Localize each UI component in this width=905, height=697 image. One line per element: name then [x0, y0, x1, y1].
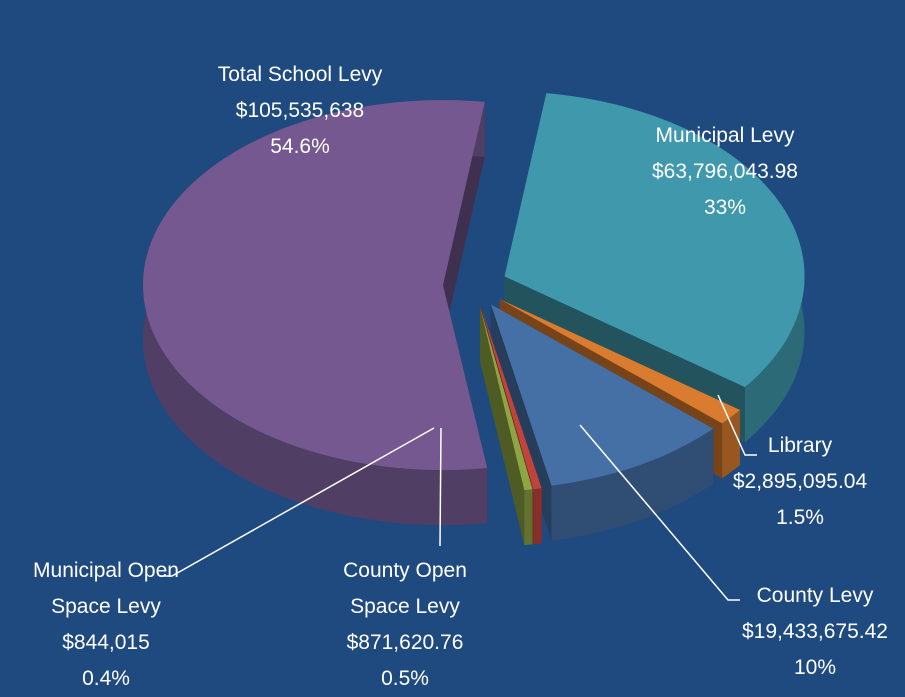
category-label: County Open Space Levy [343, 559, 467, 618]
slice-side [524, 489, 533, 546]
slice-side [480, 307, 525, 546]
slice-side [722, 410, 740, 479]
category-label: Library [767, 434, 833, 457]
slice-label: Total School Levy $105,535,638 54.6% [212, 57, 388, 165]
slice-side [533, 488, 542, 545]
value-label: $2,895,095.04 [732, 470, 868, 493]
value-label: $105,535,638 [235, 99, 365, 122]
percent-label: 1.5% [776, 506, 824, 529]
slice [499, 299, 740, 424]
slice [481, 307, 542, 490]
percent-label: 0.4% [82, 667, 130, 690]
percent-label: 0.5% [381, 667, 429, 690]
value-label: $63,796,043.98 [652, 160, 798, 183]
percent-label: 10% [793, 656, 837, 679]
category-label: County Levy [756, 584, 874, 607]
slice-label: County Levy $19,433,675.42 10% [712, 578, 905, 686]
leader-line [160, 427, 435, 577]
percent-label: 33% [703, 196, 747, 219]
value-label: $844,015 [62, 631, 150, 654]
value-label: $19,433,675.42 [742, 620, 888, 643]
leader-line [717, 394, 757, 456]
category-label: Total School Levy [217, 63, 383, 86]
slice [143, 100, 488, 471]
slice [490, 304, 714, 486]
slice-side [551, 428, 714, 541]
category-label: Municipal Levy [655, 124, 795, 147]
leader-lines [160, 394, 757, 601]
slice-label: Municipal Open Space Levy $844,015 0.4% [30, 553, 182, 697]
slice-side [443, 101, 485, 341]
slice [504, 93, 805, 388]
slice-label: Library $2,895,095.04 1.5% [700, 428, 900, 536]
leader-line [579, 424, 740, 601]
category-label: Municipal Open Space Levy [33, 559, 179, 618]
leader-line [439, 427, 442, 547]
value-label: $871,620.76 [346, 631, 464, 654]
slice-label: Municipal Levy $63,796,043.98 33% [615, 118, 835, 226]
slice [480, 307, 533, 491]
percent-label: 54.6% [270, 135, 330, 158]
slice-label: County Open Space Levy $871,620.76 0.5% [325, 553, 485, 697]
pie [143, 93, 805, 546]
